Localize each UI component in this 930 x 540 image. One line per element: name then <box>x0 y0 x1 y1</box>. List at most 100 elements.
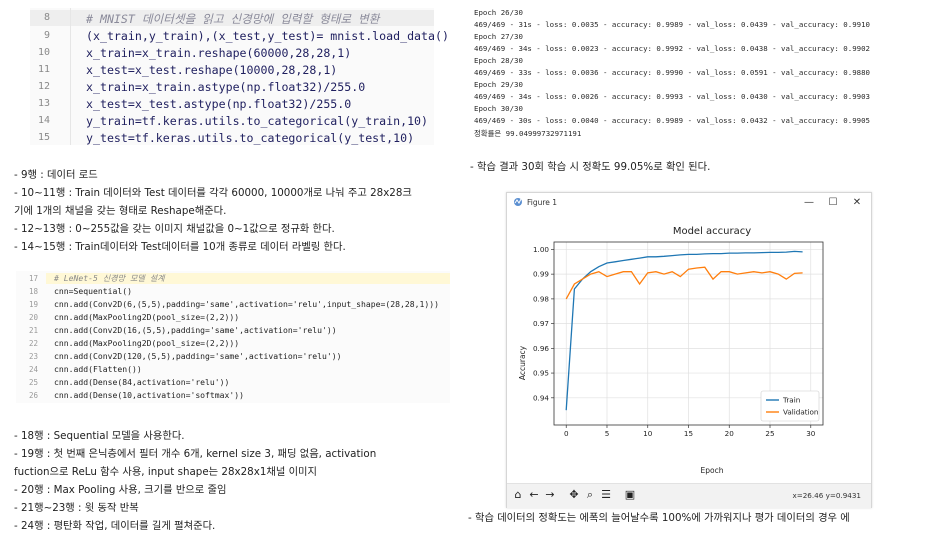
figure-toolbar: ⌂ ← → ✥ ⌕ ☰ ▣ x=26.46 y=0.9431 <box>507 483 871 508</box>
legend-label: Train <box>782 396 800 405</box>
console-line: Epoch 26/30 <box>474 8 523 17</box>
line-number: 10 <box>37 47 50 58</box>
console-line: Epoch 27/30 <box>474 32 523 41</box>
note-line: - 12~13행 : 0~255값을 갖는 이미지 채널값을 0~1값으로 정규… <box>14 223 335 235</box>
minimize-button[interactable]: — <box>804 197 814 208</box>
series-line-validation <box>565 266 803 300</box>
line-number: 12 <box>37 81 50 92</box>
code-line: cnn.add(Conv2D(120,(5,5),padding='same',… <box>54 351 342 361</box>
figure-window: Figure 1 — ☐ ✕ Model accuracy Epoch Accu… <box>506 192 872 508</box>
chart-title: Model accuracy <box>673 226 751 237</box>
line-number: 22 <box>28 339 38 348</box>
plot-area: Model accuracy Epoch Accuracy 0 5 10 15 20 25… <box>507 213 871 483</box>
chart-note: - 학습 데이터의 정확도는 에폭의 늘어날수록 100%에 가까워지나 평가 … <box>468 512 850 524</box>
console-line: 469/469 - 34s - loss: 0.0023 - accuracy:… <box>474 44 871 53</box>
back-arrow-icon[interactable]: ← <box>529 488 539 501</box>
note-line: - 18행 : Sequential 모델을 사용한다. <box>14 430 185 442</box>
note-line: - 21행~23행 : 윗 동작 반복 <box>14 502 139 514</box>
note-line: - 19행 : 첫 번째 은닉층에서 필터 개수 6개, kernel size… <box>14 448 377 460</box>
y-tick-label: 0.95 <box>533 369 549 378</box>
line-number: 21 <box>28 326 38 335</box>
note-line: 기에 1개의 채널을 갖는 형태로 Reshape해준다. <box>14 205 227 217</box>
code-line: y_test=tf.keras.utils.to_categorical(y_t… <box>86 131 415 145</box>
console-line: 469/469 - 34s - loss: 0.0026 - accuracy:… <box>474 92 871 101</box>
maximize-button[interactable]: ☐ <box>828 197 838 208</box>
line-number: 13 <box>37 98 50 109</box>
note-line: - 20행 : Max Pooling 사용, 크기를 반으로 줄임 <box>14 484 227 496</box>
line-number: 19 <box>28 300 38 309</box>
line-number: 8 <box>43 12 50 23</box>
x-tick-label: 20 <box>725 429 735 438</box>
note-line: - 10~11행 : Train 데이터와 Test 데이터를 각각 60000… <box>14 187 412 199</box>
note-line: - 14~15행 : Train데이터와 Test데이터를 10개 종류로 데이… <box>14 241 346 253</box>
gutter-separator <box>70 8 71 145</box>
result-note: - 학습 결과 30회 학습 시 정확도 99.05%로 확인 된다. <box>470 161 711 173</box>
x-tick-label: 0 <box>564 429 569 438</box>
close-button[interactable]: ✕ <box>852 197 862 208</box>
code-block-data-prep: 8 # MNIST 데이터셋을 읽고 신경망에 입력할 형태로 변환 9 (x_… <box>30 8 449 145</box>
y-tick-label: 0.96 <box>533 344 549 353</box>
y-tick-label: 0.94 <box>533 393 549 402</box>
code-line: cnn.add(MaxPooling2D(pool_size=(2,2))) <box>54 338 240 348</box>
cursor-coordinate-readout: x=26.46 y=0.9431 <box>792 491 861 500</box>
figure-titlebar[interactable]: Figure 1 — ☐ ✕ <box>507 193 871 213</box>
line-number: 23 <box>28 352 38 361</box>
code-line: x_train=x_train.astype(np.float32)/255.0 <box>86 80 366 94</box>
line-number: 24 <box>28 365 38 374</box>
current-line-highlight <box>30 10 434 26</box>
code-line: cnn.add(Dense(84,activation='relu')) <box>54 377 230 387</box>
code-line: x_test=x_test.astype(np.float32)/255.0 <box>86 97 352 111</box>
line-number: 9 <box>43 30 50 41</box>
code-line: # LeNet-5 신경망 모델 설계 <box>54 273 165 283</box>
code-line: (x_train,y_train),(x_test,y_test)= mnist… <box>86 29 449 43</box>
note-line: - 24행 : 평탄화 작업, 데이터를 길게 펼쳐준다. <box>14 520 216 532</box>
forward-arrow-icon[interactable]: → <box>545 488 555 501</box>
code-line: # MNIST 데이터셋을 읽고 신경망에 입력할 형태로 변환 <box>86 12 380 26</box>
code-block-lenet-model: 17 # LeNet-5 신경망 모델 설계 18 cnn=Sequential… <box>16 271 450 403</box>
line-number: 25 <box>28 378 38 387</box>
x-tick-label: 30 <box>806 429 816 438</box>
x-tick-label: 15 <box>684 429 693 438</box>
code-line: cnn.add(Flatten()) <box>54 364 142 374</box>
figure-title: Figure 1 <box>527 198 558 207</box>
x-axis-label: Epoch <box>701 466 724 475</box>
line-number: 20 <box>28 313 38 322</box>
y-tick-label: 1.00 <box>533 245 549 254</box>
code-line: cnn.add(Conv2D(6,(5,5),padding='same',ac… <box>54 299 439 309</box>
line-number: 18 <box>28 287 38 296</box>
code-line: y_train=tf.keras.utils.to_categorical(y_… <box>86 114 429 128</box>
accuracy-chart: Model accuracy Epoch Accuracy 0 5 10 15 20 25… <box>518 226 824 475</box>
console-line: 469/469 - 30s - loss: 0.0040 - accuracy:… <box>474 116 871 125</box>
zoom-icon[interactable]: ⌕ <box>586 488 594 501</box>
y-tick-label: 0.99 <box>533 270 549 279</box>
code-line: cnn.add(Conv2D(16,(5,5),padding='same',a… <box>54 325 337 335</box>
legend-label: Validation <box>783 408 819 417</box>
home-icon[interactable]: ⌂ <box>514 488 522 501</box>
code-line: cnn.add(Dense(10,activation='softmax')) <box>54 390 245 400</box>
x-tick-label: 5 <box>605 429 610 438</box>
series-line-train <box>565 250 803 411</box>
training-console-output: Epoch 26/30 469/469 - 31s - loss: 0.0035… <box>470 8 920 148</box>
y-axis-label: Accuracy <box>518 345 527 380</box>
configure-subplots-icon[interactable]: ☰ <box>601 488 611 501</box>
line-number: 14 <box>37 115 50 126</box>
note-line: fuction으로 ReLu 함수 사용, input shape는 28x28… <box>14 466 318 478</box>
console-line: Epoch 29/30 <box>474 80 523 89</box>
console-line: 469/469 - 33s - loss: 0.0036 - accuracy:… <box>474 68 871 77</box>
line-number: 17 <box>28 274 38 283</box>
plot-frame <box>553 241 824 426</box>
console-line: 469/469 - 31s - loss: 0.0035 - accuracy:… <box>474 20 871 29</box>
console-line: 정확률은 99.04999732971191 <box>474 129 582 138</box>
pan-icon[interactable]: ✥ <box>569 488 579 501</box>
x-tick-label: 10 <box>643 429 653 438</box>
console-line: Epoch 30/30 <box>474 104 523 113</box>
save-icon[interactable]: ▣ <box>624 488 636 501</box>
line-number: 15 <box>37 132 50 143</box>
console-line: Epoch 28/30 <box>474 56 523 65</box>
line-number: 26 <box>28 391 38 400</box>
code-line: x_test=x_test.reshape(10000,28,28,1) <box>86 63 338 77</box>
current-line-highlight <box>46 273 450 284</box>
figure-app-icon <box>514 198 522 206</box>
code-line: cnn.add(MaxPooling2D(pool_size=(2,2))) <box>54 312 240 322</box>
x-tick-label: 25 <box>765 429 774 438</box>
